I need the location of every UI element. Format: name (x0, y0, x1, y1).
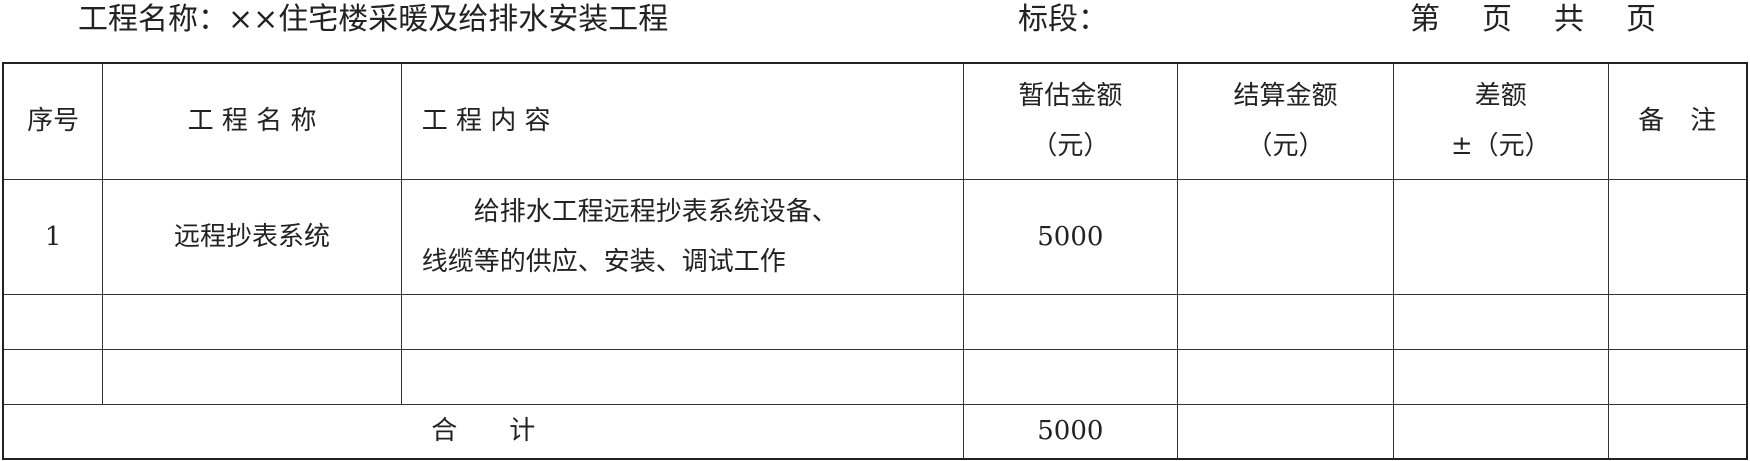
cell-estimate (962, 348, 1179, 405)
cell-no: 1 (2, 178, 104, 295)
header-estimate-unit: （元） (1031, 131, 1110, 162)
total-settlement (1177, 403, 1394, 460)
header-no: 序号 (2, 62, 104, 180)
cell-estimate (962, 293, 1179, 350)
table-row: 1 远程抄表系统 给排水工程远程抄表系统设备、 线缆等的供应、安装、调试工作 50… (2, 178, 1748, 295)
project-name-label: 工程名称：××住宅楼采暖及给排水安装工程 (78, 2, 669, 37)
cell-settlement (1177, 293, 1394, 350)
header-difference: 差额 ±（元） (1392, 62, 1609, 180)
cell-no (2, 348, 104, 405)
cell-remark (1607, 178, 1748, 295)
cell-content (400, 293, 964, 350)
settlement-table: 序号 工 程 名 称 工 程 内 容 暂估金额 （元） 结算金额 （元） 差额 ±（元… (2, 62, 1748, 460)
cell-difference (1392, 293, 1609, 350)
content-line: 给排水工程远程抄表系统设备、 (421, 196, 838, 227)
header-settlement: 结算金额 （元） (1177, 62, 1394, 180)
cell-name (102, 293, 402, 350)
cell-remark (1607, 348, 1748, 405)
total-row: 合 计 5000 (2, 403, 1748, 460)
cell-no (2, 293, 104, 350)
cell-content (400, 348, 964, 405)
table-row (2, 348, 1748, 405)
table-header-row: 序号 工 程 名 称 工 程 内 容 暂估金额 （元） 结算金额 （元） 差额 ±（元… (2, 62, 1748, 180)
header-difference-unit: ±（元） (1450, 131, 1551, 162)
cell-difference (1392, 178, 1609, 295)
total-label: 合 计 (2, 403, 964, 460)
section-label: 标段： (1018, 2, 1108, 37)
total-remark (1607, 403, 1748, 460)
total-estimate: 5000 (962, 403, 1179, 460)
cell-name: 远程抄表系统 (102, 178, 402, 295)
header-content: 工 程 内 容 (400, 62, 964, 180)
cell-name (102, 348, 402, 405)
header-remark: 备 注 (1607, 62, 1748, 180)
header-settlement-unit: （元） (1246, 131, 1325, 162)
table-row (2, 293, 1748, 350)
page-info: 第 页 共 页 (1410, 2, 1662, 37)
cell-settlement (1177, 348, 1394, 405)
cell-estimate: 5000 (962, 178, 1179, 295)
header-settlement-title: 结算金额 (1233, 81, 1338, 112)
cell-remark (1607, 293, 1748, 350)
cell-difference (1392, 348, 1609, 405)
cell-content: 给排水工程远程抄表系统设备、 线缆等的供应、安装、调试工作 (400, 178, 964, 295)
total-difference (1392, 403, 1609, 460)
header-estimate-title: 暂估金额 (1018, 81, 1123, 112)
cell-settlement (1177, 178, 1394, 295)
header-name: 工 程 名 称 (102, 62, 402, 180)
header-estimate: 暂估金额 （元） (962, 62, 1179, 180)
content-line: 线缆等的供应、安装、调试工作 (421, 246, 786, 277)
header-difference-title: 差额 (1474, 81, 1527, 112)
